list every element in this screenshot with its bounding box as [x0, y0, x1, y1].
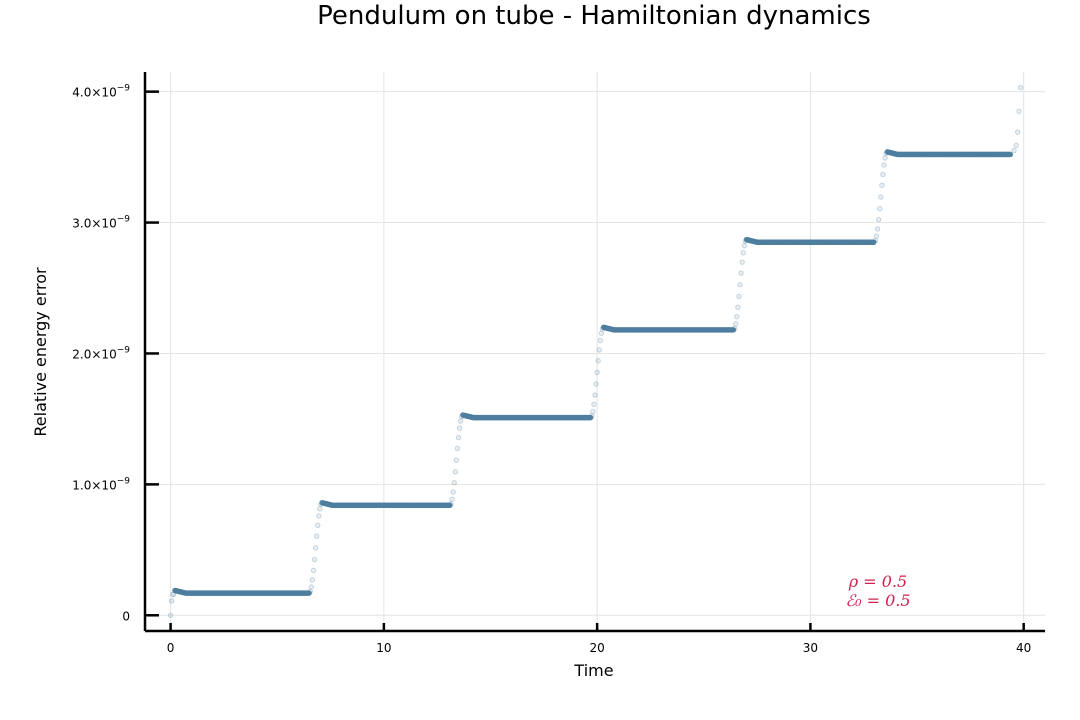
data-point [167, 612, 174, 618]
data-point [595, 358, 601, 364]
data-point [168, 598, 175, 604]
x-tick-label: 20 [589, 641, 604, 655]
data-point [597, 337, 604, 344]
data-point [315, 522, 321, 528]
data-point [730, 327, 737, 333]
data-point [590, 408, 596, 415]
data-point [593, 381, 599, 387]
data-point [874, 226, 881, 232]
data-point [452, 469, 459, 475]
data-point [741, 242, 747, 249]
data-point [878, 194, 884, 200]
data-point [447, 502, 453, 509]
data-points [167, 85, 1024, 618]
data-point [591, 401, 597, 408]
data-point [455, 434, 462, 441]
data-point [737, 282, 743, 288]
x-axis-label: Time [573, 661, 613, 680]
x-tick-label: 40 [1016, 641, 1031, 655]
data-point [1015, 129, 1021, 135]
data-point [594, 369, 600, 376]
data-point [456, 425, 463, 431]
data-point [881, 162, 887, 168]
data-point [735, 304, 741, 311]
data-point [734, 313, 740, 320]
data-point [739, 259, 745, 265]
y-ticks: 0 1.0×10−9 2.0×10−9 3.0×10−9 4.0×10−9 [72, 84, 159, 623]
data-point [453, 457, 460, 463]
data-point [309, 577, 316, 583]
data-point [733, 321, 739, 327]
data-point [877, 206, 883, 212]
y-tick-label: 2.0×10−9 [72, 345, 130, 361]
y-tick-label: 0 [122, 609, 130, 623]
data-point [1007, 151, 1014, 158]
data-point [589, 413, 595, 419]
data-point [454, 445, 461, 452]
data-point [880, 171, 886, 178]
grid-lines [145, 72, 1045, 631]
data-point [312, 545, 319, 551]
data-point [306, 590, 312, 596]
data-point [588, 414, 594, 421]
data-point [311, 556, 318, 563]
data-point [308, 584, 315, 590]
chart-title: Pendulum on tube - Hamiltonian dynamics [317, 1, 871, 31]
data-point [1013, 142, 1019, 149]
x-tick-label: 30 [803, 641, 818, 655]
annotation-energy: ℰ₀ = 0.5 [845, 591, 910, 610]
data-point [307, 588, 313, 595]
data-point [313, 533, 320, 539]
annotation-rho: ρ = 0.5 [848, 572, 907, 591]
data-point [1016, 108, 1022, 114]
x-tick-label: 0 [167, 641, 175, 655]
y-tick-label: 1.0×10−9 [72, 476, 130, 492]
data-point [731, 325, 738, 332]
data-point [310, 567, 317, 574]
data-point [598, 330, 605, 337]
y-tick-label: 4.0×10−9 [72, 84, 130, 100]
data-point [448, 501, 454, 507]
data-point [451, 480, 457, 486]
data-point [596, 347, 602, 353]
data-point [457, 418, 464, 424]
data-point [879, 182, 885, 189]
data-point [882, 155, 888, 161]
data-point [872, 237, 879, 244]
data-point [592, 392, 598, 398]
data-point [449, 496, 455, 502]
data-point [873, 233, 880, 239]
data-point [875, 216, 882, 223]
data-point [450, 489, 456, 495]
x-ticks: 0 10 20 30 40 [167, 623, 1031, 655]
data-point [738, 270, 744, 276]
y-axis-label: Relative energy error [31, 267, 50, 437]
data-point [871, 239, 877, 245]
x-tick-label: 10 [376, 641, 391, 655]
y-tick-label: 3.0×10−9 [72, 215, 130, 231]
data-point [317, 506, 323, 512]
data-point [1017, 85, 1024, 91]
data-point [740, 250, 746, 256]
data-point [736, 293, 742, 300]
data-point [1011, 147, 1017, 154]
data-point [316, 513, 322, 519]
axes [143, 72, 1045, 633]
